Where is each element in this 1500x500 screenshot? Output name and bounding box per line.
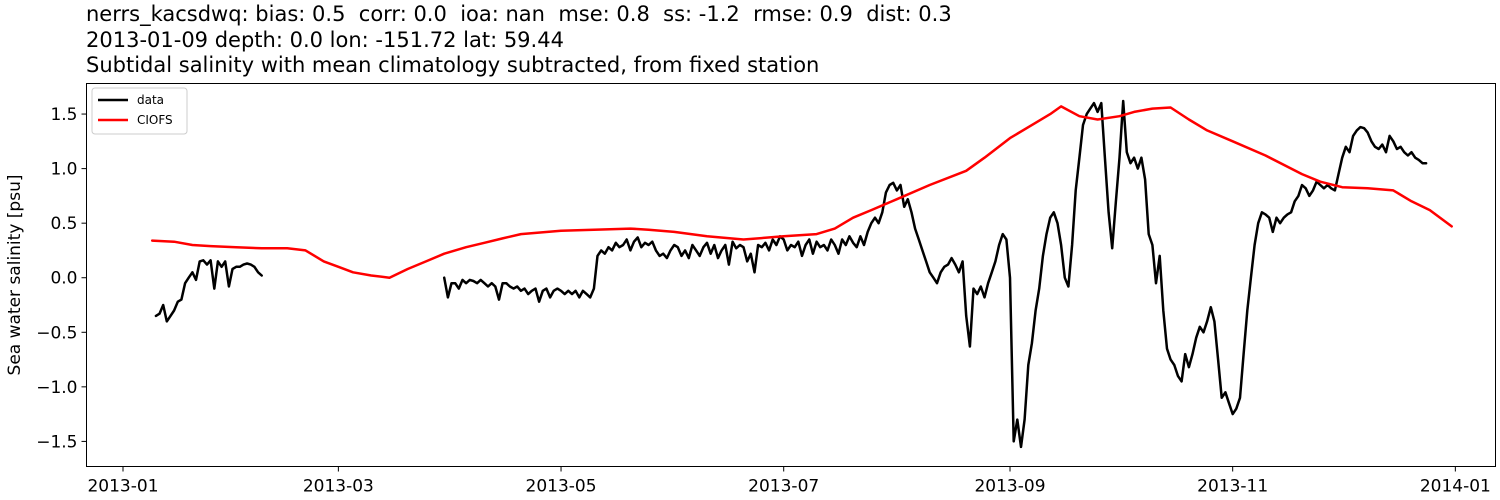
title-line-3: Subtidal salinity with mean climatology … <box>86 53 820 77</box>
chart-title: nerrs_kacsdwq: bias: 0.5 corr: 0.0 ioa: … <box>86 2 952 79</box>
y-tick-label: 1.0 <box>50 160 77 180</box>
x-tick-label: 2013-01 <box>87 477 158 497</box>
series-line-data <box>154 259 263 323</box>
title-line-1: nerrs_kacsdwq: bias: 0.5 corr: 0.0 ioa: … <box>86 2 952 26</box>
x-tick-label: 2014-01 <box>1420 477 1491 497</box>
title-line-2: 2013-01-09 depth: 0.0 lon: -151.72 lat: … <box>86 27 564 52</box>
series-line-data <box>442 99 1428 449</box>
series-lines <box>150 99 1453 449</box>
y-tick-label: 1.5 <box>50 105 77 125</box>
series-line-ciofs <box>150 105 1453 279</box>
y-tick-label: 0.5 <box>50 214 77 234</box>
legend-label-ciofs: CIOFS <box>137 113 173 127</box>
legend: data CIOFS <box>91 87 188 135</box>
y-tick-label: −0.5 <box>36 323 77 343</box>
x-axis: 2013-01 2013-03 2013-05 2013-07 2013-09 2013-… <box>87 466 1491 497</box>
y-tick-label: −1.0 <box>36 378 77 398</box>
x-tick-label: 2013-05 <box>526 477 597 497</box>
legend-label-data: data <box>137 93 164 107</box>
x-tick-label: 2013-07 <box>748 477 819 497</box>
plot-area <box>86 83 1496 467</box>
x-tick-label: 2013-11 <box>1197 477 1268 497</box>
y-axis: 1.5 1.0 0.5 0.0 −0.5 −1.0 −1.5 <box>36 105 87 452</box>
y-tick-label: −1.5 <box>36 432 77 452</box>
y-tick-label: 0.0 <box>50 269 77 289</box>
x-tick-label: 2013-09 <box>974 477 1045 497</box>
y-axis-label: Sea water salinity [psu] <box>5 175 25 376</box>
x-tick-label: 2013-03 <box>303 477 374 497</box>
